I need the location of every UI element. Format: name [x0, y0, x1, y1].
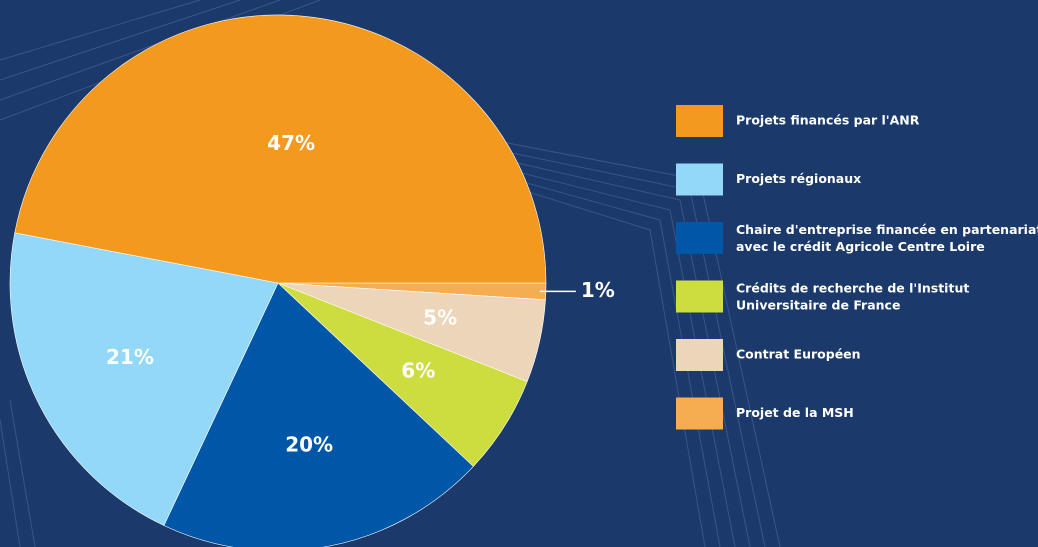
legend-swatch [676, 222, 723, 254]
legend-swatch [676, 397, 723, 430]
data-label: 5% [423, 306, 457, 330]
pie: 1% 5% 6% 20% 21% 47% [9, 14, 615, 547]
pie-slice [14, 14, 547, 284]
legend-label: Projet de la MSH [736, 405, 854, 420]
legend-label: Contrat Européen [736, 347, 861, 362]
data-label: 20% [285, 433, 333, 457]
legend-swatch [676, 163, 723, 196]
data-label: 6% [401, 359, 435, 383]
legend-label: Crédits de recherche de l'Institut Univer… [736, 280, 969, 312]
data-label: 1% [581, 278, 615, 302]
data-label: 47% [267, 131, 315, 155]
legend-label: Projets régionaux [736, 171, 861, 186]
legend-swatch [676, 280, 723, 313]
legend: Projets financés par l'ANR Projets région… [676, 105, 1038, 430]
legend-label: Chaire d'entreprise financée en partenar… [736, 222, 1038, 254]
pie-slice [9, 232, 279, 526]
legend-label: Projets financés par l'ANR [736, 113, 920, 128]
legend-swatch [676, 105, 723, 137]
legend-swatch [676, 339, 723, 371]
data-label: 21% [106, 345, 154, 369]
pie-slice [163, 282, 474, 547]
